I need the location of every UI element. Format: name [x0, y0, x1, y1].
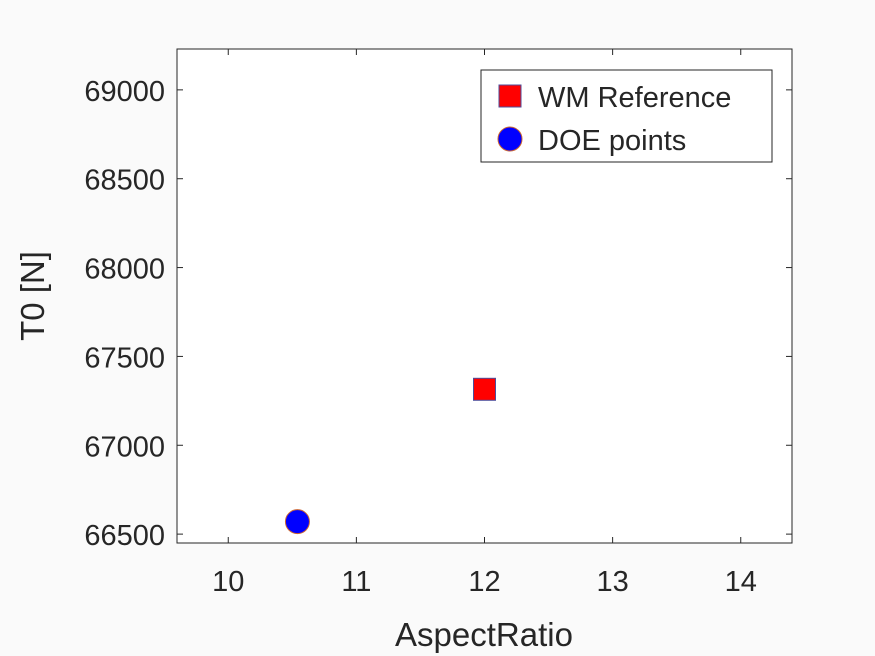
y-tick-label: 68000 [84, 254, 165, 286]
legend-marker-wm-reference [498, 84, 522, 108]
y-tick-label: 66500 [84, 520, 165, 552]
y-tick-label: 68500 [84, 165, 165, 197]
legend: WM Reference DOE points [480, 69, 773, 163]
x-axis-label: AspectRatio [395, 616, 573, 653]
axes-box [176, 48, 793, 544]
data-point-doe [284, 509, 310, 535]
data-points [284, 377, 496, 535]
y-axis-label: T0 [N] [14, 251, 51, 341]
x-tick-label: 13 [596, 566, 628, 598]
y-tick-labels: 66500 67000 67500 68000 68500 69000 [84, 76, 165, 552]
y-tick-label: 67500 [84, 342, 165, 374]
data-point-wm-reference [473, 377, 496, 401]
x-tick-labels: 10 11 12 13 14 [212, 566, 757, 598]
legend-label-doe-points: DOE points [538, 125, 686, 157]
y-tick-label: 69000 [84, 76, 165, 108]
x-tick-label: 12 [468, 566, 500, 598]
axis-ticks [177, 49, 792, 543]
legend-box [480, 69, 773, 163]
x-tick-label: 14 [725, 566, 757, 598]
legend-marker-doe-points [497, 126, 523, 152]
legend-label-wm-reference: WM Reference [538, 82, 731, 114]
y-tick-label: 67000 [84, 431, 165, 463]
x-tick-label: 10 [212, 566, 244, 598]
x-tick-label: 11 [341, 566, 371, 598]
